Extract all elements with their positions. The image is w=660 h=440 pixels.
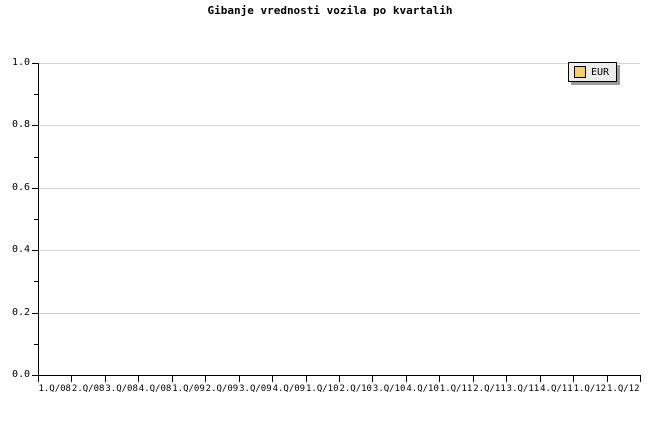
y-axis-tick — [32, 187, 38, 189]
y-axis-tick-label: 1.0 — [11, 57, 30, 68]
x-axis-tick-label: 2.Q/11 — [473, 384, 506, 394]
x-axis-tick — [205, 376, 206, 382]
gridline — [38, 125, 640, 127]
x-axis-tick-label: 2.Q/08 — [71, 384, 105, 394]
x-axis-tick — [71, 376, 72, 382]
x-axis-tick — [105, 376, 106, 382]
x-axis-tick — [272, 376, 273, 382]
gridline — [38, 312, 640, 314]
x-axis-tick-label: 3.Q/11 — [506, 384, 540, 394]
x-axis-tick-label: 2.Q/09 — [205, 384, 239, 394]
y-axis-tick-label: 0.6 — [11, 181, 30, 193]
x-axis-tick-label: 1.Q/12 — [573, 384, 607, 394]
x-axis-tick — [573, 376, 574, 382]
x-axis-tick — [607, 376, 608, 382]
x-axis-tick — [339, 376, 340, 382]
x-axis-tick-label: 4.Q/09 — [272, 384, 306, 394]
y-axis-minor-tick — [34, 156, 38, 158]
x-axis-tick-label: 1.Q/11 — [439, 384, 473, 394]
x-axis-line — [38, 375, 641, 376]
y-axis-minor-tick — [34, 281, 38, 283]
x-axis-tick — [506, 376, 507, 382]
x-axis-tick — [540, 376, 541, 382]
x-axis-tick-label: 1.Q/08 — [38, 384, 71, 394]
x-axis-tick-label: 3.Q/09 — [239, 384, 272, 394]
y-axis-line — [38, 63, 39, 376]
x-axis-tick — [372, 376, 373, 382]
plot-area — [38, 63, 640, 376]
x-axis-tick — [138, 376, 139, 382]
y-axis-tick-label: 0.2 — [11, 306, 30, 318]
x-axis-tick — [439, 376, 440, 382]
x-axis-tick-label: 1.Q/12 — [607, 384, 640, 394]
x-axis-tick-label: 3.Q/08 — [105, 384, 138, 394]
gridline — [38, 63, 640, 64]
x-axis-tick — [406, 376, 407, 382]
x-axis-tick — [38, 376, 39, 382]
y-axis-minor-tick — [34, 94, 38, 96]
y-axis-tick — [32, 125, 38, 127]
y-axis-tick-label: 0.4 — [11, 244, 30, 256]
legend-swatch-eur-icon — [574, 66, 586, 78]
x-axis-tick-label: 4.Q/08 — [138, 384, 172, 394]
gridline — [38, 250, 640, 252]
y-axis-tick-label: 0.8 — [11, 119, 30, 131]
y-axis-labels: 0.0 0.2 0.4 0.6 0.8 1.0 — [0, 0, 30, 440]
x-axis-tick-label: 1.Q/10 — [306, 384, 339, 394]
x-axis-tick — [239, 376, 240, 382]
y-axis-tick-label: 0.0 — [11, 369, 30, 380]
x-axis-tick-label: 3.Q/10 — [372, 384, 406, 394]
gridline — [38, 187, 640, 189]
chart-legend[interactable]: EUR — [568, 62, 618, 82]
y-axis-tick — [32, 250, 38, 252]
x-axis-tick-label: 4.Q/10 — [406, 384, 439, 394]
y-axis-minor-tick — [34, 219, 38, 220]
chart-title: Gibanje vrednosti vozila po kvartalih — [207, 4, 453, 17]
x-axis-tick — [306, 376, 307, 382]
y-axis-tick — [32, 63, 38, 64]
x-axis-tick-label: 4.Q/11 — [540, 384, 573, 394]
y-axis-minor-tick — [34, 343, 38, 345]
x-axis-tick-label: 1.Q/09 — [172, 384, 205, 394]
x-axis-tick-label: 2.Q/10 — [339, 384, 372, 394]
y-axis-tick — [32, 375, 38, 376]
y-axis-tick — [32, 312, 38, 314]
x-axis-tick — [640, 376, 641, 382]
x-axis-tick — [172, 376, 173, 382]
x-axis-tick — [473, 376, 474, 382]
legend-label-eur: EUR — [591, 66, 610, 78]
